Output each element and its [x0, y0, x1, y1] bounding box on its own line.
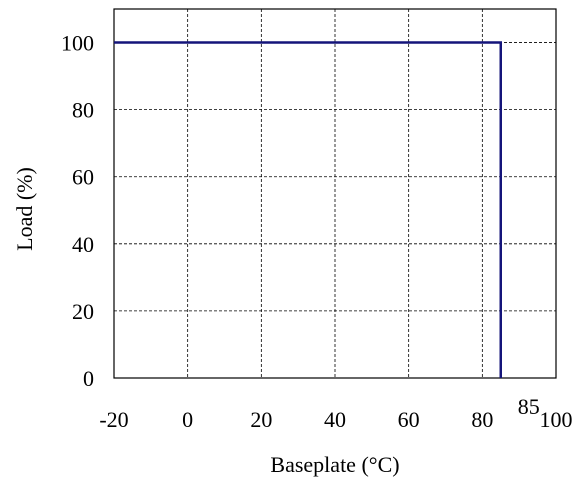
x-tick-label: 80: [471, 407, 493, 432]
y-tick-label: 100: [61, 31, 94, 56]
y-tick-labels: 0 20 40 60 80 100: [61, 31, 94, 391]
x-tick-label: -20: [99, 407, 128, 432]
x-tick-label: 40: [324, 407, 346, 432]
y-tick-label: 0: [83, 366, 94, 391]
y-tick-label: 80: [72, 98, 94, 123]
x-tick-label: 60: [398, 407, 420, 432]
series-layer: [114, 41, 502, 378]
plot-frame: [113, 8, 557, 379]
grid: [114, 9, 556, 378]
y-tick-label: 40: [72, 232, 94, 257]
x-tick-label: 20: [250, 407, 272, 432]
y-tick-label: 20: [72, 299, 94, 324]
x-tick-labels: -20 0 20 40 60 80 100: [99, 407, 572, 432]
series-line: [114, 41, 502, 378]
x-axis-label: Baseplate (°C): [270, 452, 399, 477]
y-axis-label: Load (%): [12, 167, 37, 251]
x-tick-label: 100: [540, 407, 573, 432]
x-tick-label: 0: [182, 407, 193, 432]
annotation-label: 85: [518, 394, 540, 419]
y-tick-label: 60: [72, 165, 94, 190]
annotations: 85: [518, 394, 540, 419]
